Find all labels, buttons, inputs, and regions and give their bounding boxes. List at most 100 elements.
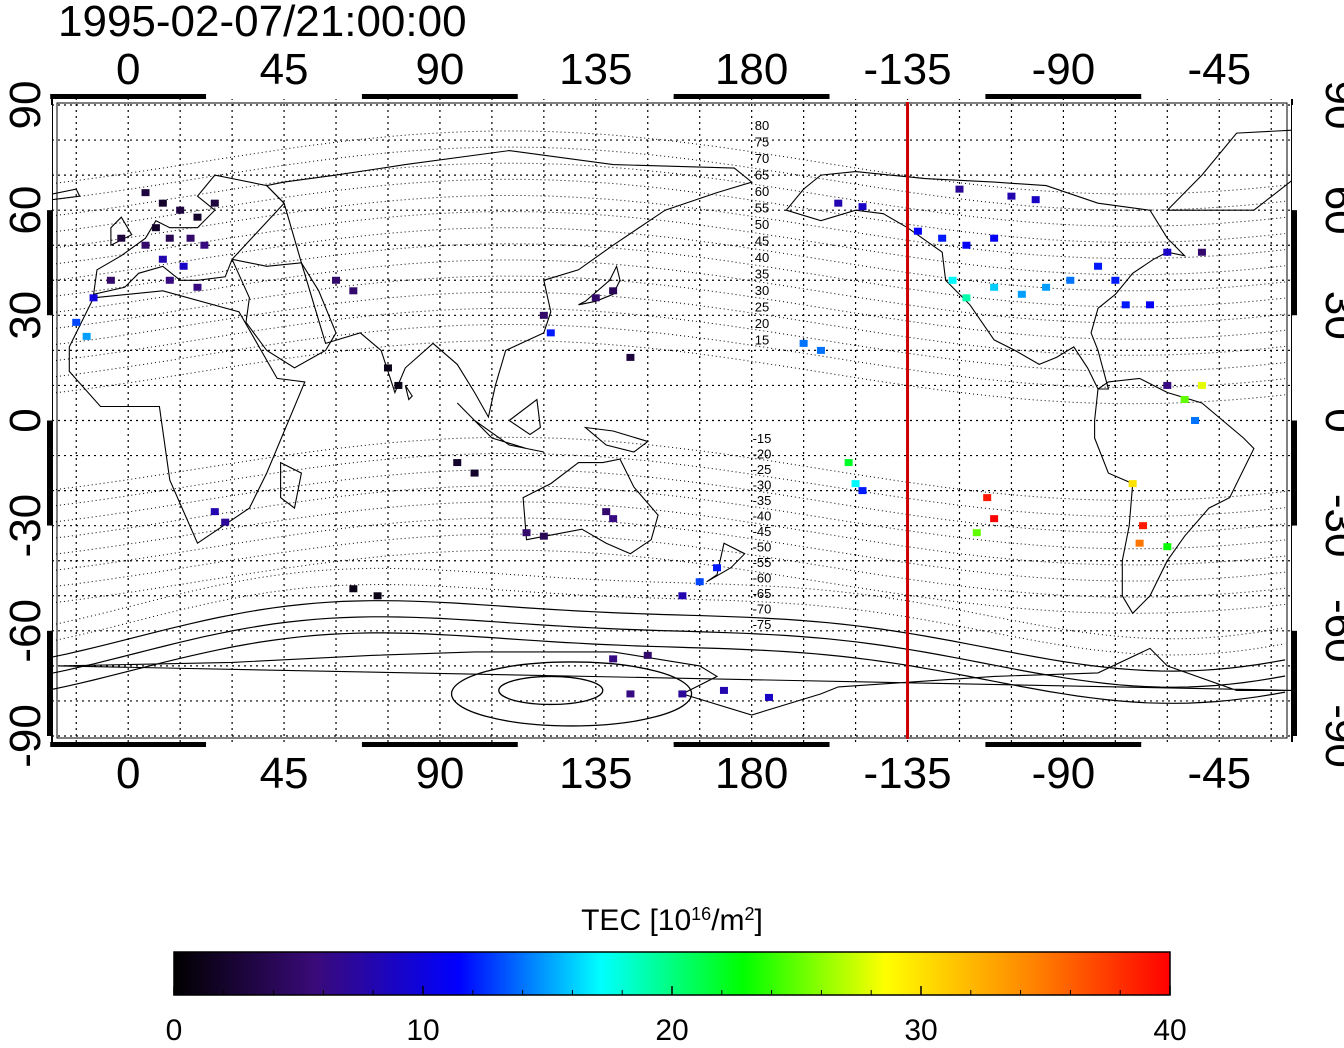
- y-tick-right: 60: [1316, 186, 1344, 235]
- y-tick-left: -60: [1, 599, 50, 663]
- mag-lat-label: 30: [755, 283, 769, 298]
- tec-point: [1121, 301, 1130, 309]
- magnetic-latitude-contours: [52, 130, 1286, 727]
- tec-point: [349, 585, 358, 593]
- tec-point: [1007, 192, 1016, 200]
- colorbar-title-prefix: TEC [10: [581, 904, 691, 937]
- tec-point: [678, 592, 687, 600]
- mag-lat-label: 20: [755, 316, 769, 331]
- mag-pole-contour-inner: [498, 675, 604, 706]
- tec-point: [546, 329, 555, 337]
- left-axis-bar-segment: [47, 630, 52, 736]
- timestamp-title: 1995-02-07/21:00:00: [58, 0, 467, 46]
- mag-pole-contour-outer: [450, 661, 693, 727]
- mag-lat-contour: [52, 291, 1286, 356]
- tec-point: [158, 199, 167, 207]
- coastline: [508, 398, 541, 436]
- colorbar-title-sup1: 16: [691, 904, 711, 924]
- colorbar-tick-label: 10: [406, 1014, 439, 1047]
- left-axis-bar-segment: [47, 420, 52, 526]
- tec-point: [1031, 196, 1040, 204]
- y-tick-right: 0: [1316, 408, 1344, 432]
- tec-point: [643, 651, 652, 659]
- mag-lat-label: -20: [753, 447, 772, 462]
- tec-point: [609, 655, 618, 663]
- coastline: [280, 461, 303, 510]
- tec-point: [539, 532, 548, 540]
- mag-lat-contour: [52, 307, 1286, 372]
- y-tick-left: -90: [1, 704, 50, 768]
- coastline: [522, 458, 659, 555]
- y-tick-left: -30: [1, 494, 50, 558]
- right-axis-bar-segment: [1292, 420, 1297, 526]
- y-tick-left: 90: [1, 81, 50, 130]
- x-tick-top: -90: [1032, 45, 1096, 94]
- tec-point: [82, 332, 91, 340]
- coastline: [404, 385, 413, 401]
- top-axis-bar-segment: [1141, 94, 1298, 99]
- colorbar-tick-label: 0: [166, 1014, 183, 1047]
- colorbar-tick-label: 30: [904, 1014, 937, 1047]
- mag-lat-contour: [52, 453, 1286, 517]
- coastlines: [52, 129, 1292, 716]
- x-tick-bottom: 180: [715, 749, 788, 798]
- tec-point: [141, 189, 150, 197]
- colorbar-title: TEC [1016/m2]: [581, 904, 763, 937]
- tec-point: [349, 287, 358, 295]
- coastline: [92, 174, 285, 296]
- tec-point: [990, 515, 999, 523]
- map-axes: 0045459090135135180180-135-135-90-90-45-…: [1, 45, 1344, 798]
- mag-lat-contour: [52, 517, 1286, 582]
- tec-point: [332, 276, 341, 284]
- mag-lat-label: 45: [755, 234, 769, 249]
- coastline: [68, 290, 306, 545]
- colorbar-title-sup2: 2: [745, 904, 755, 924]
- mag-lat-contour: [52, 340, 1286, 405]
- tec-point: [117, 234, 126, 242]
- mag-lat-contour: [52, 243, 1286, 308]
- tec-point: [373, 592, 382, 600]
- colorbar-tick-label: 40: [1153, 1014, 1186, 1047]
- tec-point: [602, 508, 611, 516]
- right-axis-bar-segment: [1292, 210, 1297, 316]
- tec-point: [858, 203, 867, 211]
- x-tick-top: 135: [559, 45, 632, 94]
- tec-point: [719, 686, 728, 694]
- tec-point: [151, 224, 160, 232]
- tec-point: [210, 508, 219, 516]
- y-tick-right: 30: [1316, 291, 1344, 340]
- tec-point: [1139, 522, 1148, 530]
- tec-point: [383, 364, 392, 372]
- top-axis-bar-segment: [517, 94, 674, 99]
- mag-lat-label: 75: [755, 135, 769, 150]
- bottom-axis-bar-segment: [517, 742, 674, 747]
- x-tick-bottom: -45: [1187, 749, 1251, 798]
- tec-point: [948, 276, 957, 284]
- tec-point: [955, 185, 964, 193]
- bottom-axis-bar-segment: [673, 742, 830, 747]
- mag-lat-contour: [52, 533, 1286, 598]
- x-tick-bottom: 0: [116, 749, 140, 798]
- y-tick-right: 90: [1316, 81, 1344, 130]
- tec-point: [210, 199, 219, 207]
- mag-lat-label: 70: [755, 151, 769, 166]
- x-tick-bottom: 45: [260, 749, 309, 798]
- tec-point: [186, 234, 195, 242]
- mag-lat-label: -40: [753, 509, 772, 524]
- y-tick-left: 30: [1, 291, 50, 340]
- tec-point: [764, 693, 773, 701]
- tec-point: [844, 459, 853, 467]
- coastline: [265, 150, 753, 419]
- mag-lat-label: 80: [755, 118, 769, 133]
- coastline: [456, 402, 544, 453]
- mag-lat-contour: [52, 600, 1286, 672]
- top-axis-bar-segment: [206, 94, 363, 99]
- tec-point: [1197, 381, 1206, 389]
- x-tick-bottom: -90: [1032, 749, 1096, 798]
- tec-point: [591, 294, 600, 302]
- tec-point: [470, 469, 479, 477]
- bottom-axis-bar-segment: [206, 742, 363, 747]
- tec-point: [200, 241, 209, 249]
- tec-point: [176, 206, 185, 214]
